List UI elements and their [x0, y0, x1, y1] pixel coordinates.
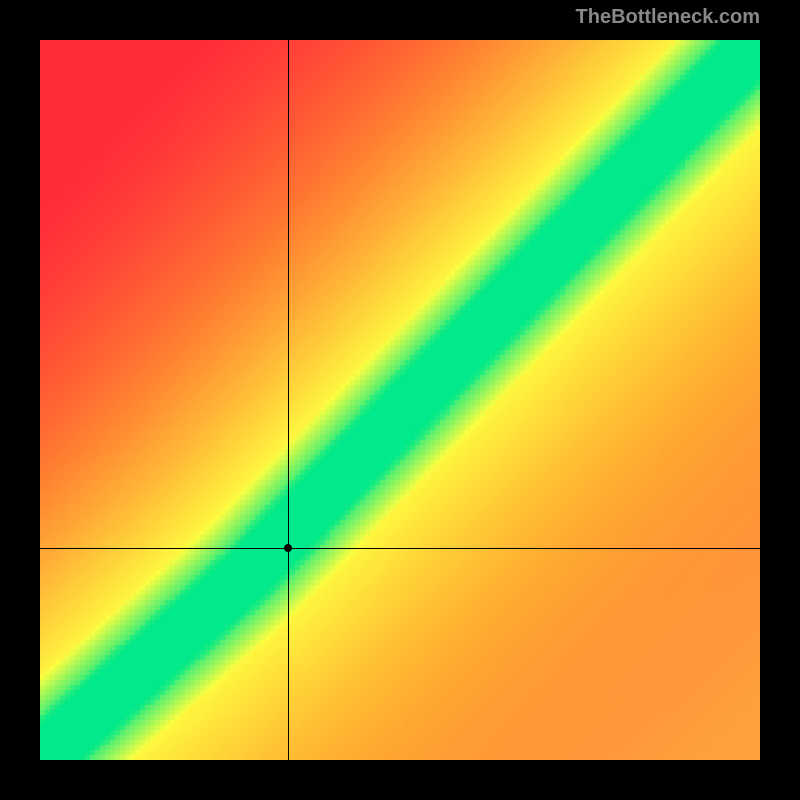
crosshair-dot [284, 544, 292, 552]
crosshair-horizontal [40, 548, 760, 549]
plot-area [40, 40, 760, 760]
heatmap-canvas [40, 40, 760, 760]
watermark-text: TheBottleneck.com [576, 6, 760, 29]
crosshair-vertical [288, 40, 289, 760]
chart-container: TheBottleneck.com [0, 0, 800, 800]
